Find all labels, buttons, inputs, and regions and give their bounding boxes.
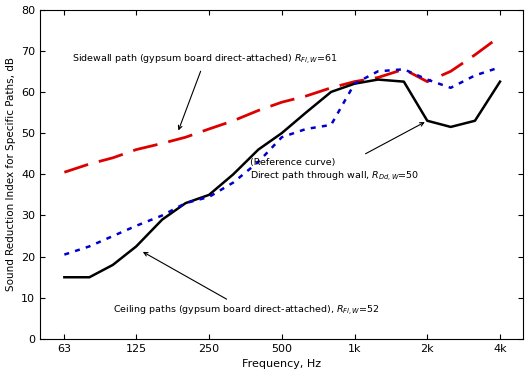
Y-axis label: Sound Reduction Index for Specific Paths, dB: Sound Reduction Index for Specific Paths…: [6, 57, 15, 291]
Text: Ceiling paths (gypsum board direct-attached), $R_{Fl,W}$=52: Ceiling paths (gypsum board direct-attac…: [113, 252, 379, 317]
Text: Sidewall path (gypsum board direct-attached) $R_{Fl,W}$=61: Sidewall path (gypsum board direct-attac…: [72, 52, 338, 129]
Text: (Reference curve)
Direct path through wall, $R_{Dd,W}$=50: (Reference curve) Direct path through wa…: [250, 123, 424, 183]
X-axis label: Frequency, Hz: Frequency, Hz: [242, 360, 321, 369]
